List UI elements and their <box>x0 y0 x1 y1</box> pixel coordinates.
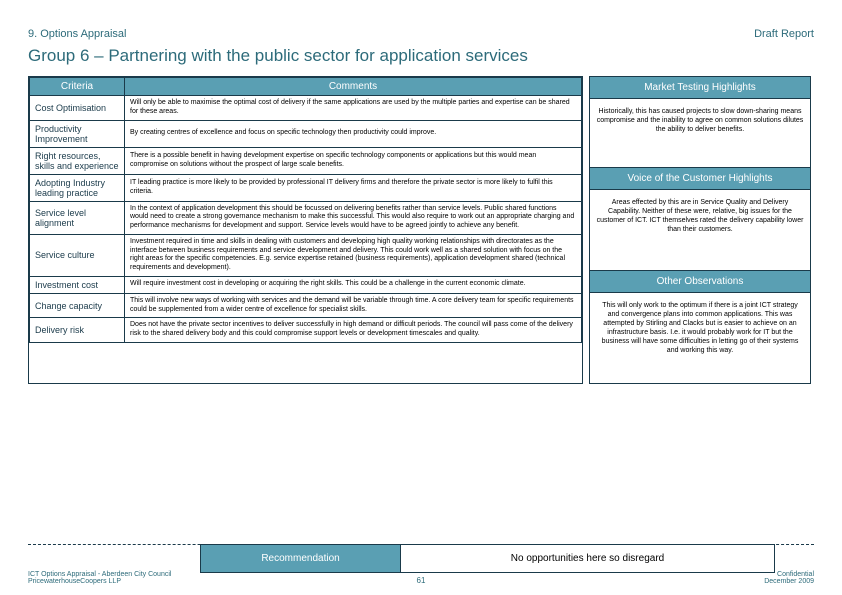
other-observations-box: Other Observations This will only work t… <box>589 271 811 384</box>
voice-customer-box: Voice of the Customer Highlights Areas e… <box>589 168 811 271</box>
criteria-cell: Cost Optimisation <box>30 96 125 121</box>
criteria-cell: Productivity Improvement <box>30 120 125 147</box>
comment-cell: Investment required in time and skills i… <box>125 234 582 276</box>
other-observations-head: Other Observations <box>590 271 810 293</box>
section-number: 9. Options Appraisal <box>28 28 814 40</box>
draft-label: Draft Report <box>754 28 814 40</box>
voice-customer-body: Areas effected by this are in Service Qu… <box>590 190 810 270</box>
highlights-column: Market Testing Highlights Historically, … <box>589 76 811 384</box>
criteria-table: Criteria Comments Cost OptimisationWill … <box>28 76 583 384</box>
col-comments-head: Comments <box>125 78 582 96</box>
comment-cell: Will only be able to maximise the optima… <box>125 96 582 121</box>
criteria-cell: Change capacity <box>30 293 125 318</box>
footer-date: December 2009 <box>764 578 814 585</box>
criteria-cell: Right resources, skills and experience <box>30 147 125 174</box>
comment-cell: In the context of application developmen… <box>125 201 582 234</box>
other-observations-body: This will only work to the optimum if th… <box>590 293 810 383</box>
market-testing-box: Market Testing Highlights Historically, … <box>589 76 811 168</box>
comment-cell: Does not have the private sector incenti… <box>125 318 582 343</box>
criteria-cell: Adopting Industry leading practice <box>30 174 125 201</box>
recommendation-head: Recommendation <box>201 545 401 572</box>
criteria-cell: Service level alignment <box>30 201 125 234</box>
criteria-cell: Delivery risk <box>30 318 125 343</box>
content-row: Criteria Comments Cost OptimisationWill … <box>28 76 814 384</box>
market-testing-head: Market Testing Highlights <box>590 77 810 99</box>
page-number: 61 <box>417 576 426 585</box>
comment-cell: IT leading practice is more likely to be… <box>125 174 582 201</box>
comment-cell: By creating centres of excellence and fo… <box>125 120 582 147</box>
criteria-cell: Investment cost <box>30 276 125 293</box>
voice-customer-head: Voice of the Customer Highlights <box>590 168 810 190</box>
recommendation-strip: Recommendation No opportunities here so … <box>200 544 775 573</box>
comment-cell: Will require investment cost in developi… <box>125 276 582 293</box>
recommendation-body: No opportunities here so disregard <box>401 545 774 572</box>
market-testing-body: Historically, this has caused projects t… <box>590 99 810 167</box>
col-criteria-head: Criteria <box>30 78 125 96</box>
page-title: Group 6 – Partnering with the public sec… <box>28 46 814 66</box>
comment-cell: This will involve new ways of working wi… <box>125 293 582 318</box>
comment-cell: There is a possible benefit in having de… <box>125 147 582 174</box>
criteria-cell: Service culture <box>30 234 125 276</box>
footer-confidential: Confidential <box>764 571 814 578</box>
